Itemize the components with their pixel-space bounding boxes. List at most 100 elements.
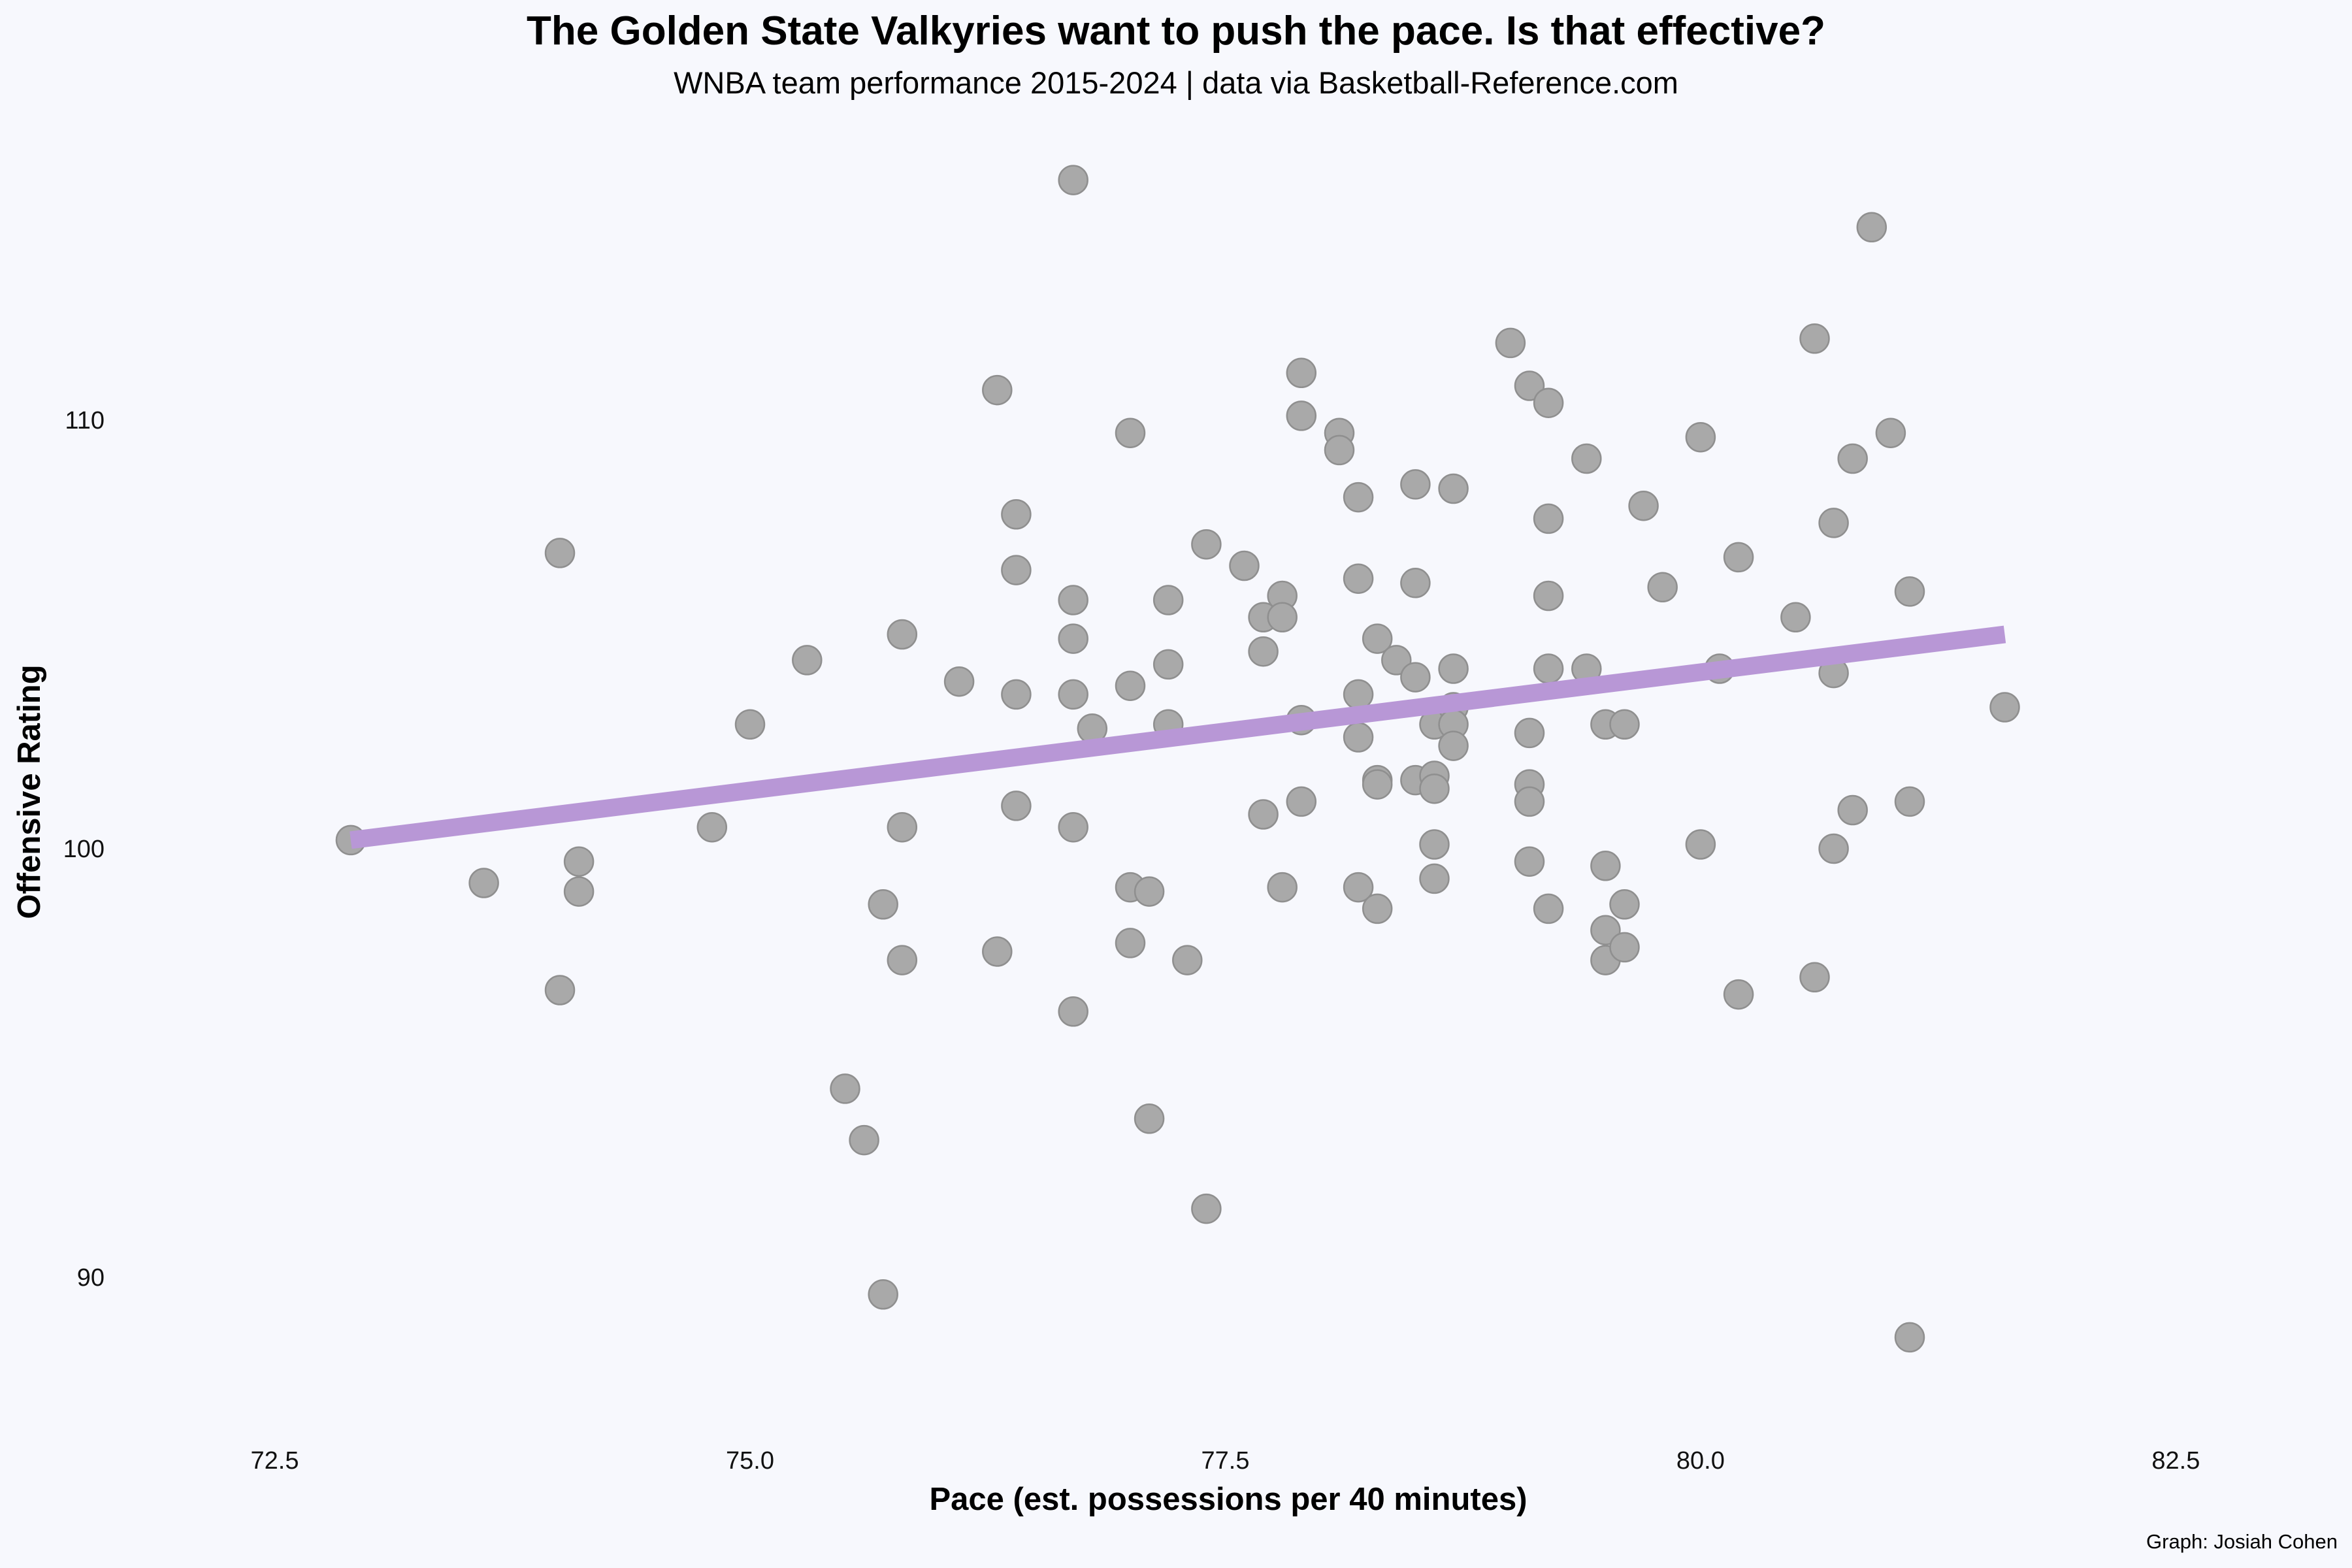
data-point [868,1279,898,1310]
data-point [1115,928,1146,958]
data-point [1438,653,1469,684]
data-point [1191,529,1222,560]
data-point [1799,323,1830,354]
data-point [830,1073,860,1104]
x-axis-ticks: 72.5 75.0 77.5 80.0 82.5 [251,1447,2200,1475]
x-axis-title: Pace (est. possessions per 40 minutes) [929,1482,1527,1517]
data-point [1894,786,1925,817]
data-point [1343,679,1374,710]
data-point [1324,434,1355,466]
data-point [1609,709,1640,740]
y-tick-label: 100 [63,836,105,863]
data-point [1818,833,1849,864]
data-point [1134,1103,1165,1134]
data-point [1533,387,1564,418]
data-point [1894,1322,1925,1353]
data-point [1419,863,1450,894]
data-point [849,1124,879,1156]
data-point [1590,915,1621,945]
data-point [1989,692,2020,723]
chart-title: The Golden State Valkyries want to push … [527,8,1825,54]
data-point [1001,499,1032,530]
x-tick-label: 75.0 [726,1447,774,1475]
data-point [1286,400,1317,431]
data-point [1001,791,1032,821]
data-point [868,889,898,920]
data-point [1438,730,1469,761]
data-point [1343,872,1374,903]
data-point [1001,679,1032,710]
data-point [792,645,823,676]
x-tick-label: 82.5 [2151,1447,2200,1475]
data-point [1400,469,1431,500]
data-point [1191,1193,1222,1224]
data-point [1837,794,1868,826]
data-point [1001,555,1032,585]
data-point [1400,662,1431,693]
x-tick-label: 77.5 [1201,1447,1250,1475]
data-point [1115,670,1146,701]
data-point [544,538,576,568]
data-point [1894,576,1925,607]
data-point [887,619,918,650]
data-point [1495,327,1526,359]
chart-subtitle: WNBA team performance 2015-2024 | data v… [674,65,1678,100]
data-point [982,374,1013,406]
data-point [1286,357,1317,389]
data-point [1514,786,1545,817]
data-point [1267,602,1298,633]
data-point [1419,829,1450,860]
data-point [1533,893,1564,924]
data-point [1419,773,1450,804]
data-point [1514,717,1545,749]
data-point [1647,572,1678,603]
data-point [1533,653,1564,684]
plot-area [335,165,2020,1353]
data-point [1609,932,1640,963]
data-point [982,936,1013,967]
data-point [1343,482,1374,513]
y-tick-label: 90 [77,1264,105,1292]
data-point [1818,508,1849,538]
data-point [1058,585,1088,615]
data-point [1381,645,1412,676]
data-point [1533,580,1564,612]
data-point [1837,443,1868,474]
data-point [468,868,499,898]
data-point [1058,623,1088,654]
y-axis-ticks: 90 100 110 [63,407,105,1292]
data-point [1609,889,1640,920]
data-point [563,876,595,907]
data-point [1362,893,1393,924]
data-point [1723,542,1754,573]
data-point [563,846,595,877]
x-tick-label: 72.5 [251,1447,299,1475]
data-point [1115,417,1146,448]
data-point [1875,417,1906,448]
data-point [1628,490,1659,521]
data-point [1362,769,1393,800]
data-point [1134,876,1165,907]
y-tick-label: 110 [65,407,105,434]
data-point [1438,473,1469,504]
data-point [1362,623,1393,654]
data-point [1343,563,1374,594]
trend-line [350,625,2006,849]
data-point [943,666,975,697]
data-point [1533,503,1564,534]
data-point [1058,811,1088,843]
data-point [1152,649,1184,680]
data-point [1590,851,1621,881]
data-point [1723,979,1754,1010]
data-point [1058,996,1088,1027]
x-tick-label: 80.0 [1676,1447,1725,1475]
data-point [1058,165,1088,195]
data-point [544,975,576,1005]
data-point [1248,636,1279,667]
data-point [1152,585,1184,615]
data-point [1286,786,1317,817]
data-point [1172,945,1203,975]
data-point [696,811,728,843]
data-point [1514,370,1545,401]
